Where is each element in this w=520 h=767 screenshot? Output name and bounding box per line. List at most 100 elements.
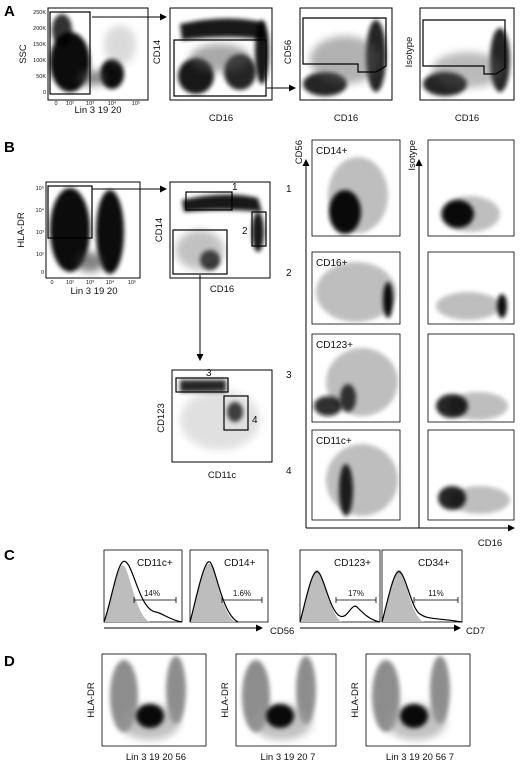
a2-ylabel: CD14 xyxy=(152,40,163,64)
b1-gate xyxy=(47,185,93,239)
a1-ytick: 0 xyxy=(43,90,46,96)
d-ylabel: HLA-DR xyxy=(350,682,361,718)
a4-ylabel: Isotype xyxy=(404,37,415,68)
panel-c-hist-3: 17% CD123+ xyxy=(299,549,381,623)
b2-gate-lower xyxy=(172,229,228,275)
b-grid-row-label: CD123+ xyxy=(316,340,353,351)
a1-xtick: 10² xyxy=(66,101,74,107)
b1-scatter xyxy=(50,188,124,274)
b2-scatter xyxy=(176,194,264,270)
panel-b-plot2: 1 2 CD14 CD16 xyxy=(154,181,271,295)
panel-c-hist-2: 1.6% CD14+ xyxy=(189,549,269,623)
d-ylabel: HLA-DR xyxy=(220,682,231,718)
a1-xtick: 10⁴ xyxy=(108,100,117,107)
b1-ylabel: HLA-DR xyxy=(16,212,27,248)
c-hist-pct: 14% xyxy=(144,589,160,598)
panel-b-plot1: HLA-DR Lin 3 19 20 10⁵ 10⁴ 10³ 10² 0 0 1… xyxy=(16,181,141,297)
a1-ytick: 100K xyxy=(33,58,46,64)
b1-ytick: 0 xyxy=(41,270,44,276)
a1-xtick: 10⁵ xyxy=(132,100,140,107)
panel-a-plot4: Isotype CD16 xyxy=(404,7,515,124)
a1-scatter xyxy=(50,14,136,92)
d-xlabel: Lin 3 19 20 56 xyxy=(126,752,186,763)
b-grid-row-label: CD11c+ xyxy=(316,436,352,447)
b-grid-row-2: 2 CD16+ xyxy=(286,251,515,325)
panel-c-hist-1: 14% CD11c+ xyxy=(103,549,183,623)
b-grid-axes: CD56 Isotype CD16 xyxy=(294,140,515,549)
b1-xtick: 10² xyxy=(66,280,74,286)
panel-b-letter: B xyxy=(4,139,15,156)
b1-xlabel: Lin 3 19 20 xyxy=(70,286,117,297)
b1-yticks: 10⁵ 10⁴ 10³ 10² 0 xyxy=(36,185,45,276)
panel-a-plot2: CD14 CD16 xyxy=(152,7,273,124)
b-grid-row-num: 1 xyxy=(286,184,292,195)
a1-ylabel: SSC xyxy=(18,44,29,64)
c-hist-pct: 11% xyxy=(428,589,443,598)
b-grid-row-label: CD14+ xyxy=(316,146,348,157)
a1-ytick: 50K xyxy=(36,74,46,80)
c-xlabel-right: CD7 xyxy=(466,626,485,637)
d-xlabel: Lin 3 19 20 56 7 xyxy=(386,752,454,763)
panel-d-plot-2: HLA-DR Lin 3 19 20 7 xyxy=(220,653,337,763)
b-grid-row-num: 2 xyxy=(286,268,292,279)
b3-gate-3 xyxy=(175,377,229,393)
b-grid-row-label: CD16+ xyxy=(316,258,348,269)
b3-xlabel: CD11c xyxy=(208,470,237,481)
a1-xtick: 10³ xyxy=(86,101,94,107)
b2-gate-1 xyxy=(185,191,233,211)
c-hist-label: CD11c+ xyxy=(137,558,173,569)
panel-a-plot3: CD56 CD16 xyxy=(283,7,393,124)
c-hist-pct: 17% xyxy=(348,589,364,598)
b1-xtick: 10³ xyxy=(86,280,94,286)
b-grid-x-axis-label: CD16 xyxy=(478,538,502,549)
b2-gate-2 xyxy=(251,211,267,247)
c-xlabel-left: CD56 xyxy=(270,626,294,637)
c-hist-label: CD123+ xyxy=(334,558,371,569)
panel-c-letter: C xyxy=(4,547,15,564)
d-xlabel: Lin 3 19 20 7 xyxy=(261,752,316,763)
a1-ytick: 250K xyxy=(33,10,46,16)
a3-xlabel: CD16 xyxy=(334,113,358,124)
c-hist-label: CD14+ xyxy=(224,558,256,569)
a3-gate xyxy=(302,17,387,73)
a3-ylabel: CD56 xyxy=(283,40,294,64)
b2-gate2-label: 2 xyxy=(242,226,248,237)
b1-xticks: 0 10² 10³ 10⁴ 10⁵ xyxy=(50,279,136,286)
a1-xticks: 0 10² 10³ 10⁴ 10⁵ xyxy=(54,100,140,107)
panel-d-plot-3: HLA-DR Lin 3 19 20 56 7 xyxy=(350,653,471,763)
b3-gate-4 xyxy=(223,395,249,431)
b-grid-row-num: 4 xyxy=(286,466,292,477)
a1-gate xyxy=(49,11,91,95)
b2-ylabel: CD14 xyxy=(154,218,165,242)
b3-ylabel: CD123 xyxy=(156,403,167,433)
b-grid-row-num: 3 xyxy=(286,370,292,381)
c-hist-label: CD34+ xyxy=(418,558,450,569)
b-grid-col2-axis: Isotype xyxy=(407,140,418,171)
a1-xtick: 0 xyxy=(54,101,57,107)
a2-gate xyxy=(173,39,267,97)
b3-gate4-label: 4 xyxy=(252,415,258,426)
b-grid-row-3: 3 CD123+ xyxy=(286,333,515,423)
d-ylabel: HLA-DR xyxy=(86,682,97,718)
b1-xtick: 10⁴ xyxy=(106,279,115,286)
b1-ytick: 10² xyxy=(36,252,44,258)
panel-c-hist-4: 11% CD34+ xyxy=(381,549,463,623)
b-grid-row-4: 4 CD11c+ xyxy=(286,429,515,521)
a1-xlabel: Lin 3 19 20 xyxy=(74,105,121,116)
a4-xlabel: CD16 xyxy=(455,113,479,124)
b1-ytick: 10³ xyxy=(36,230,44,236)
panel-a-letter: A xyxy=(4,3,15,20)
b1-xtick: 10⁵ xyxy=(128,279,136,286)
b3-scatter xyxy=(180,380,260,450)
b-grid-col1-axis: CD56 xyxy=(294,140,305,164)
b3-gate3-label: 3 xyxy=(206,368,212,379)
a1-ytick: 200K xyxy=(33,26,46,32)
a2-xlabel: CD16 xyxy=(209,113,233,124)
panel-d-letter: D xyxy=(4,653,15,670)
b2-gate1-label: 1 xyxy=(232,182,238,193)
b1-ytick: 10⁵ xyxy=(36,185,44,192)
b2-xlabel: CD16 xyxy=(210,284,234,295)
panel-a-plot1: SSC Lin 3 19 20 250K 200K 150K 100K 50K … xyxy=(18,7,149,116)
b1-ytick: 10⁴ xyxy=(36,207,45,214)
